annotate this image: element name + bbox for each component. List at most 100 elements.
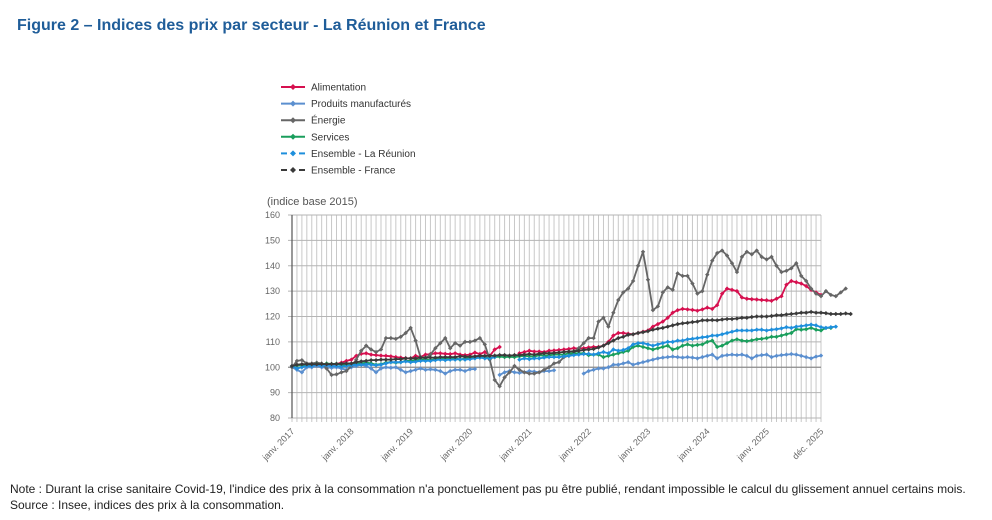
x-axis-ticks: janv. 2017 janv. 2018 janv. 2019 janv. 2020… xyxy=(260,426,826,463)
y-tick-label: 160 xyxy=(265,210,280,220)
data-point xyxy=(794,280,799,285)
data-point xyxy=(383,357,389,362)
data-point xyxy=(522,356,527,361)
data-point xyxy=(803,354,809,360)
data-point xyxy=(433,367,438,372)
data-point xyxy=(393,336,399,342)
data-point xyxy=(448,368,453,374)
data-point xyxy=(779,294,784,299)
data-point xyxy=(630,342,636,347)
data-point xyxy=(803,323,809,328)
data-point xyxy=(774,326,779,332)
legend-label: Ensemble - France xyxy=(311,166,396,177)
data-point xyxy=(759,254,764,260)
data-point xyxy=(571,346,577,351)
data-point xyxy=(650,343,656,348)
data-point xyxy=(714,356,720,361)
data-point xyxy=(754,297,759,302)
x-tick-label: janv. 2024 xyxy=(675,426,712,463)
y-tick-label: 100 xyxy=(265,362,280,372)
data-point xyxy=(729,338,735,343)
data-point xyxy=(714,318,720,323)
data-point xyxy=(611,362,616,367)
data-point xyxy=(813,327,819,332)
data-point xyxy=(527,354,532,359)
data-point xyxy=(799,281,804,286)
data-point xyxy=(581,351,586,357)
data-point xyxy=(665,354,670,360)
data-point xyxy=(719,248,725,253)
data-point xyxy=(774,334,779,339)
data-point xyxy=(630,362,636,367)
data-point xyxy=(685,342,690,347)
data-point xyxy=(794,326,799,332)
data-point xyxy=(625,286,631,291)
data-point xyxy=(581,347,586,353)
data-point xyxy=(724,316,730,322)
data-point xyxy=(635,340,641,346)
data-point xyxy=(438,351,443,356)
data-point xyxy=(739,352,745,357)
data-point xyxy=(561,349,567,355)
data-point xyxy=(818,328,824,333)
data-point xyxy=(655,326,661,331)
data-point xyxy=(675,338,680,343)
data-point xyxy=(650,307,656,313)
data-point xyxy=(660,325,665,331)
data-point xyxy=(759,352,764,358)
data-point xyxy=(438,340,443,346)
data-point xyxy=(710,306,715,312)
data-point xyxy=(606,340,611,346)
data-point xyxy=(546,351,552,356)
data-point xyxy=(784,282,789,287)
data-point xyxy=(433,355,438,360)
data-point xyxy=(448,354,453,360)
data-point xyxy=(739,328,745,333)
data-point xyxy=(354,359,359,365)
data-point xyxy=(591,367,596,372)
data-point xyxy=(714,333,720,338)
data-point xyxy=(373,349,379,355)
data-point xyxy=(764,298,769,303)
data-point xyxy=(630,278,636,284)
data-point xyxy=(680,355,685,360)
data-point xyxy=(438,368,443,374)
chart-series xyxy=(289,248,853,389)
x-tick-label: déc. 2025 xyxy=(790,426,825,461)
data-point xyxy=(423,352,428,357)
x-tick-label: janv. 2017 xyxy=(260,426,297,463)
y-tick-label: 120 xyxy=(265,312,280,322)
data-point xyxy=(734,352,740,358)
data-point xyxy=(803,310,809,315)
data-point xyxy=(398,356,403,362)
data-point xyxy=(561,354,567,359)
data-point xyxy=(705,305,710,310)
data-point xyxy=(675,346,680,351)
data-point xyxy=(621,361,626,366)
data-point xyxy=(482,356,488,361)
data-point xyxy=(764,335,769,341)
data-point xyxy=(739,315,745,320)
legend-item-energie: Énergie xyxy=(281,114,346,127)
data-point xyxy=(744,328,750,333)
data-point xyxy=(813,291,819,296)
data-point xyxy=(625,332,631,337)
data-point xyxy=(759,314,764,319)
data-point xyxy=(383,365,389,370)
data-point xyxy=(833,294,839,299)
data-point xyxy=(383,335,389,341)
data-point xyxy=(294,366,300,371)
data-point xyxy=(754,327,759,332)
data-point xyxy=(803,326,809,332)
data-point xyxy=(779,326,784,331)
data-point xyxy=(705,334,710,339)
data-point xyxy=(541,355,547,360)
data-point xyxy=(700,354,705,360)
data-point xyxy=(774,353,779,359)
data-point xyxy=(719,353,725,359)
data-point xyxy=(433,357,438,363)
data-point xyxy=(467,339,473,345)
data-point xyxy=(789,351,794,357)
data-point xyxy=(457,354,463,359)
data-point xyxy=(611,333,616,338)
